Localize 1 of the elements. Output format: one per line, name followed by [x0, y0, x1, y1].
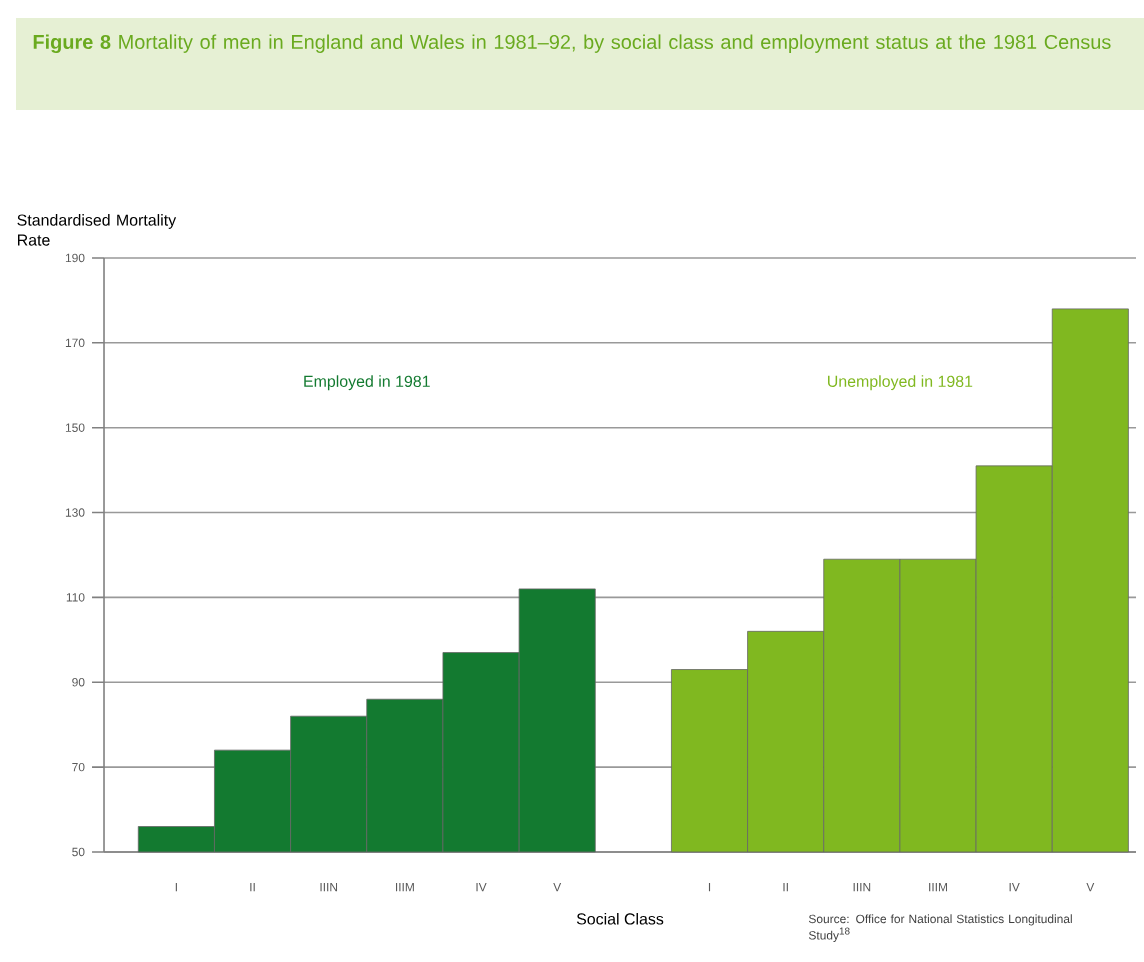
chart-title: Figure 8 Mortality of men in England and Wales in 1981–92, by social class and employment status at the 1981 Census: [33, 34, 1111, 54]
